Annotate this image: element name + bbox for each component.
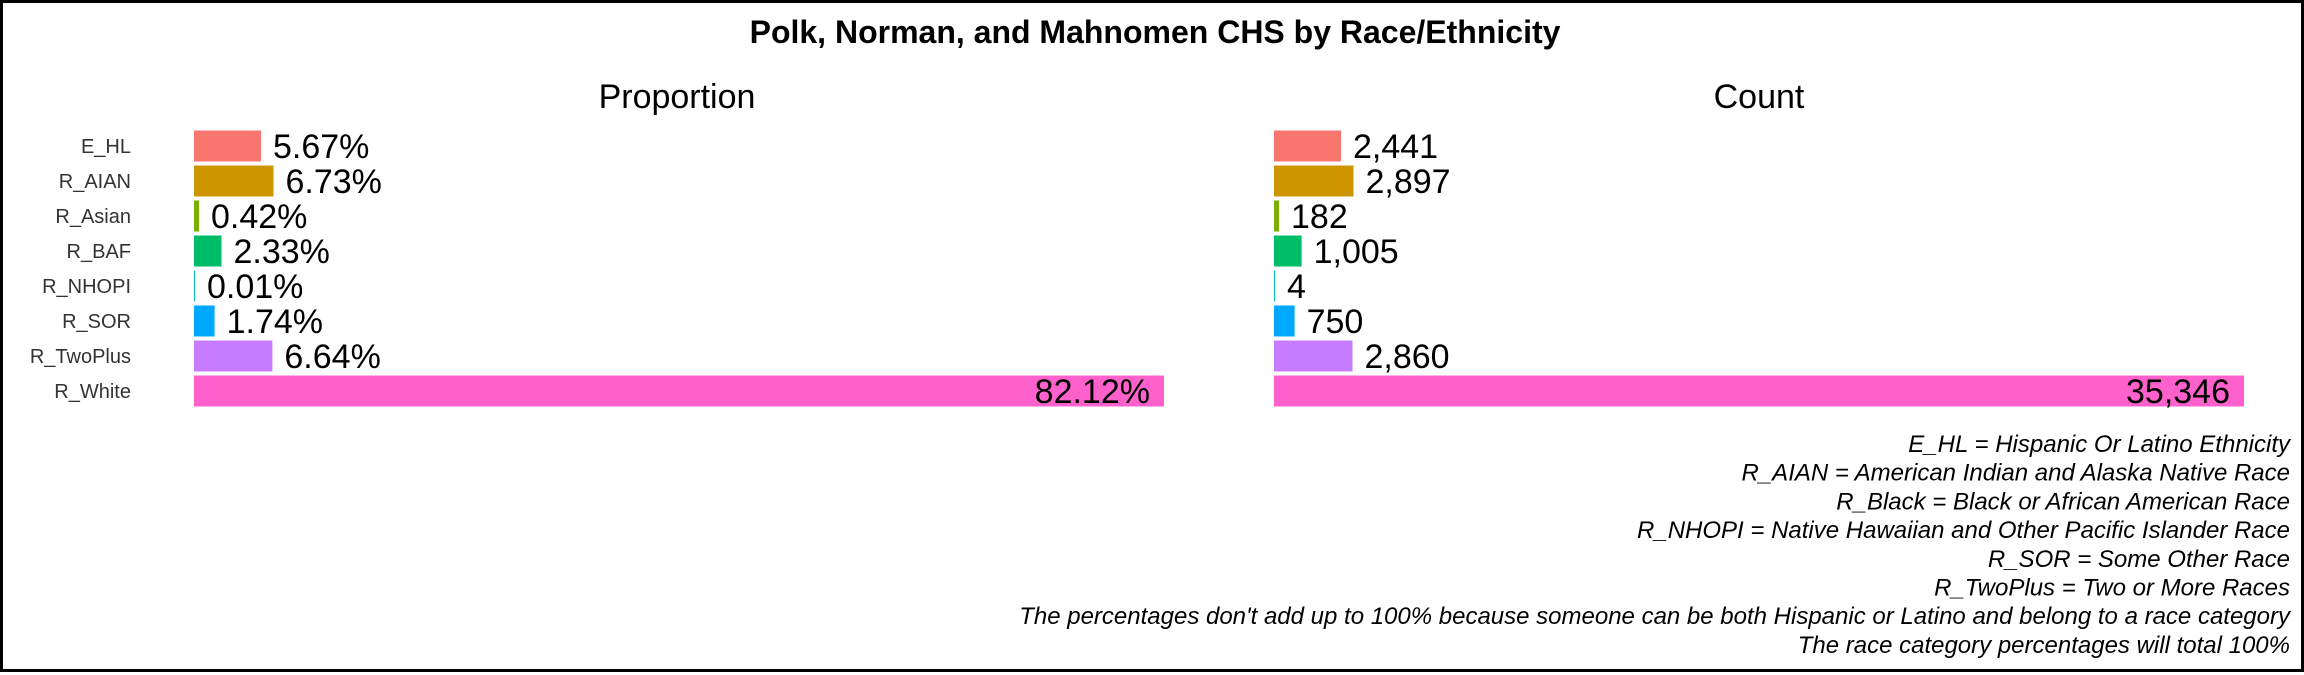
caption-note-line: R_TwoPlus = Two or More Races xyxy=(1934,575,2290,602)
value-label: 5.67% xyxy=(273,128,369,166)
value-label: 750 xyxy=(1307,303,1364,341)
value-label: 6.73% xyxy=(286,163,382,201)
caption-note-line: The percentages don't add up to 100% bec… xyxy=(1019,603,2292,630)
panel-proportion: Proportion 5.67% E_HL 6.73% R_AIAN 0.42% R_Asi… xyxy=(30,78,1164,411)
bar-e-hl xyxy=(194,130,261,162)
value-label: 1.74% xyxy=(227,303,323,341)
bar-r-asian xyxy=(1274,200,1279,232)
value-label: 6.64% xyxy=(284,338,380,376)
value-label: 1,005 xyxy=(1314,233,1399,271)
value-label: 2.33% xyxy=(234,233,330,271)
category-label: R_AIAN xyxy=(59,171,131,193)
bar-r-nhopi xyxy=(194,270,195,302)
chart-svg: Polk, Norman, and Mahnomen CHS by Race/E… xyxy=(30,14,2292,659)
category-label: R_NHOPI xyxy=(42,276,131,298)
bar-r-twoplus xyxy=(1274,340,1353,372)
bar-r-aian xyxy=(1274,165,1354,197)
value-label: 2,441 xyxy=(1353,128,1438,166)
category-label: R_SOR xyxy=(62,311,131,333)
panel-title: Proportion xyxy=(599,78,756,116)
caption-note-line: R_NHOPI = Native Hawaiian and Other Paci… xyxy=(1637,517,2290,544)
category-label: R_BAF xyxy=(67,241,131,263)
category-label: R_White xyxy=(54,381,131,403)
caption-note-line: R_Black = Black or African American Race xyxy=(1836,488,2290,515)
value-label: 182 xyxy=(1291,198,1348,236)
value-label: 82.12% xyxy=(1035,373,1150,411)
value-label: 35,346 xyxy=(2126,373,2230,411)
bar-r-sor xyxy=(194,305,215,337)
bar-r-aian xyxy=(194,165,274,197)
caption-note-line: The race category percentages will total… xyxy=(1798,632,2290,659)
caption-note-line: R_SOR = Some Other Race xyxy=(1988,546,2290,573)
value-label: 4 xyxy=(1287,268,1306,306)
bar-r-nhopi xyxy=(1274,270,1275,302)
bar-r-sor xyxy=(1274,305,1295,337)
bar-r-baf xyxy=(1274,235,1302,267)
value-label: 2,897 xyxy=(1366,163,1451,201)
caption-note-line: R_AIAN = American Indian and Alaska Nati… xyxy=(1742,460,2291,487)
category-label: E_HL xyxy=(81,136,131,158)
bar-r-baf xyxy=(194,235,222,267)
value-label: 0.42% xyxy=(211,198,307,236)
value-label: 0.01% xyxy=(207,268,303,306)
category-label: R_Asian xyxy=(55,206,131,228)
chart-title: Polk, Norman, and Mahnomen CHS by Race/E… xyxy=(750,14,1561,50)
bar-r-white xyxy=(1274,375,2244,407)
category-label: R_TwoPlus xyxy=(30,346,131,368)
chart-panels: Proportion 5.67% E_HL 6.73% R_AIAN 0.42% R_Asi… xyxy=(30,78,2244,411)
panel-title: Count xyxy=(1714,78,1805,116)
bar-r-white xyxy=(194,375,1164,407)
bar-r-twoplus xyxy=(194,340,273,372)
value-label: 2,860 xyxy=(1365,338,1450,376)
bar-r-asian xyxy=(194,200,199,232)
caption-notes: E_HL = Hispanic Or Latino EthnicityR_AIA… xyxy=(1019,431,2292,659)
bar-e-hl xyxy=(1274,130,1341,162)
caption-note-line: E_HL = Hispanic Or Latino Ethnicity xyxy=(1908,431,2292,458)
